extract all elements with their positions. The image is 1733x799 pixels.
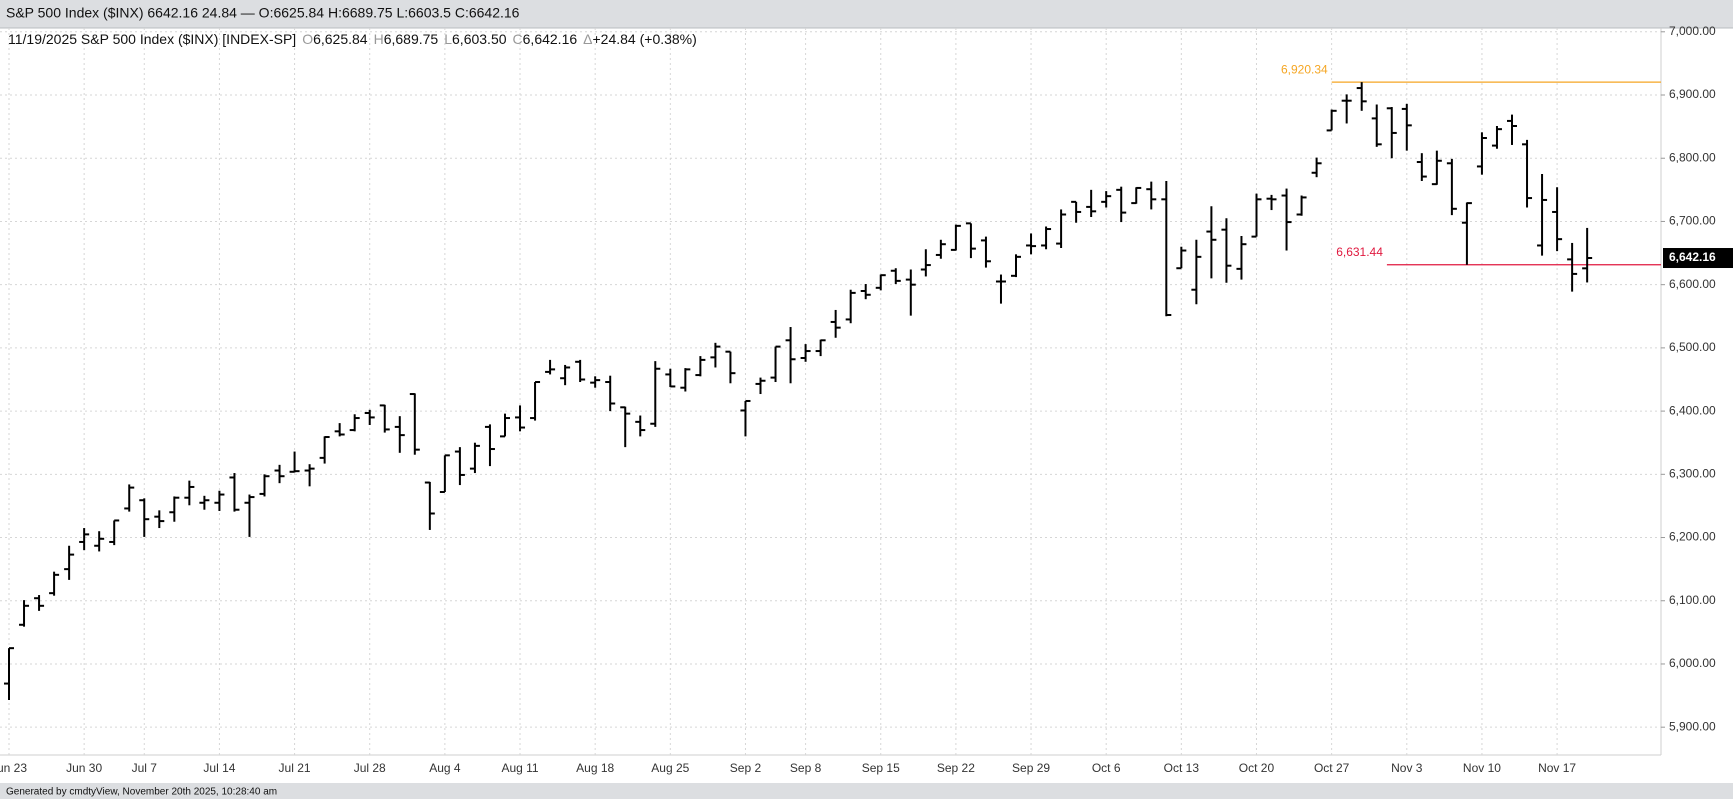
x-tick-label: Nov 17 [1538, 761, 1576, 775]
x-tick-label: Jul 21 [279, 761, 311, 775]
x-tick-label: Oct 13 [1164, 761, 1200, 775]
legend-prefix: C [513, 31, 523, 47]
y-tick-label: 6,900.00 [1669, 87, 1716, 101]
annotation-label: 6,920.34 [1281, 62, 1328, 76]
legend-value: 6,689.75 [384, 31, 439, 47]
y-tick-label: 6,500.00 [1669, 340, 1716, 354]
x-tick-label: Sep 15 [862, 761, 900, 775]
x-tick-label: Jun 23 [0, 761, 27, 775]
footer-text: Generated by cmdtyView, November 20th 20… [6, 787, 277, 798]
x-tick-label: Oct 6 [1092, 761, 1121, 775]
footer-bar [0, 783, 1733, 799]
y-tick-label: 6,400.00 [1669, 403, 1716, 417]
y-tick-label: 6,600.00 [1669, 277, 1716, 291]
legend-title: 11/19/2025 S&P 500 Index ($INX) [INDEX-S… [8, 31, 296, 47]
legend-prefix: L [444, 31, 452, 47]
y-tick-label: 7,000.00 [1669, 24, 1716, 38]
header-text: S&P 500 Index ($INX) 6642.16 24.84 — O:6… [6, 5, 520, 21]
legend-value: 6,642.16 [523, 31, 578, 47]
y-tick-label: 6,800.00 [1669, 150, 1716, 164]
x-tick-label: Jul 14 [203, 761, 235, 775]
x-tick-label: Sep 8 [790, 761, 822, 775]
y-tick-label: 6,200.00 [1669, 530, 1716, 544]
legend-value: 6,603.50 [452, 31, 507, 47]
legend-prefix: Δ [583, 31, 592, 47]
x-tick-label: Nov 3 [1391, 761, 1423, 775]
x-tick-label: Jul 7 [132, 761, 158, 775]
last-price-box [1663, 248, 1733, 269]
legend: 11/19/2025 S&P 500 Index ($INX) [INDEX-S… [8, 31, 697, 47]
x-tick-label: Sep 22 [937, 761, 975, 775]
y-tick-label: 6,700.00 [1669, 214, 1716, 228]
x-tick-label: Aug 18 [576, 761, 614, 775]
x-tick-label: Aug 11 [501, 761, 538, 775]
x-tick-label: Jun 30 [66, 761, 102, 775]
y-tick-label: 6,300.00 [1669, 466, 1716, 480]
legend-prefix: O [302, 31, 313, 47]
y-tick-label: 6,100.00 [1669, 593, 1716, 607]
x-tick-label: Sep 2 [730, 761, 762, 775]
last-price-label: 6,642.16 [1669, 250, 1716, 264]
x-tick-label: Oct 27 [1314, 761, 1350, 775]
legend-value: 6,625.84 [313, 31, 368, 47]
x-tick-label: Nov 10 [1463, 761, 1501, 775]
x-tick-label: Aug 4 [429, 761, 461, 775]
x-tick-label: Aug 25 [651, 761, 689, 775]
legend-value: +24.84 (+0.38%) [593, 31, 697, 47]
legend-prefix: H [374, 31, 384, 47]
x-tick-label: Oct 20 [1239, 761, 1275, 775]
x-tick-label: Sep 29 [1012, 761, 1050, 775]
header-bar [0, 0, 1733, 28]
y-tick-label: 5,900.00 [1669, 719, 1716, 733]
annotation-label: 6,631.44 [1336, 245, 1383, 259]
x-tick-label: Jul 28 [354, 761, 386, 775]
y-tick-label: 6,000.00 [1669, 656, 1716, 670]
